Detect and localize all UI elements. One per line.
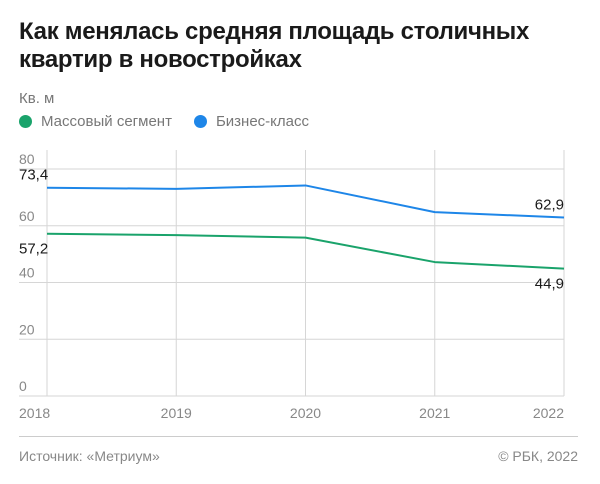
chart-title: Как менялась средняя площадь столичных к…	[19, 18, 530, 73]
unit-label: Кв. м	[19, 90, 55, 107]
copyright: © РБК, 2022	[498, 448, 578, 464]
x-tick-label: 2022	[533, 405, 564, 421]
x-tick-label: 2019	[161, 405, 192, 421]
x-tick-label: 2018	[19, 405, 50, 421]
x-tick-label: 2020	[290, 405, 321, 421]
legend-item-business: Бизнес-класс	[193, 113, 309, 130]
legend-dot-mass-icon	[19, 115, 32, 128]
series-line-0	[46, 232, 565, 270]
footer-divider	[19, 436, 578, 437]
data-label: 57,2	[19, 241, 48, 258]
legend-item-mass: Массовый сегмент	[19, 113, 172, 130]
source-note: Источник: «Метриум»	[19, 448, 160, 464]
legend-label-business: Бизнес-класс	[215, 113, 309, 130]
legend-dot-business-icon	[193, 115, 207, 128]
y-tick-label: 40	[19, 265, 35, 281]
y-tick-label: 60	[19, 208, 35, 224]
y-tick-label: 80	[19, 151, 35, 167]
y-tick-label: 0	[19, 378, 27, 394]
legend-label-mass: Массовый сегмент	[41, 113, 172, 130]
legend: Массовый сегмент Бизнес-класс	[19, 113, 309, 130]
line-chart: 0 20 40 60 80 2018 2019 2020 2021 2022 73,4 57,2 62,…	[19, 150, 565, 421]
series-line-1	[46, 184, 565, 219]
data-label: 73,4	[19, 167, 48, 184]
data-label: 44,9	[535, 276, 564, 293]
y-tick-label: 20	[19, 321, 35, 337]
x-tick-label: 2021	[419, 405, 450, 421]
data-label: 62,9	[535, 197, 564, 214]
